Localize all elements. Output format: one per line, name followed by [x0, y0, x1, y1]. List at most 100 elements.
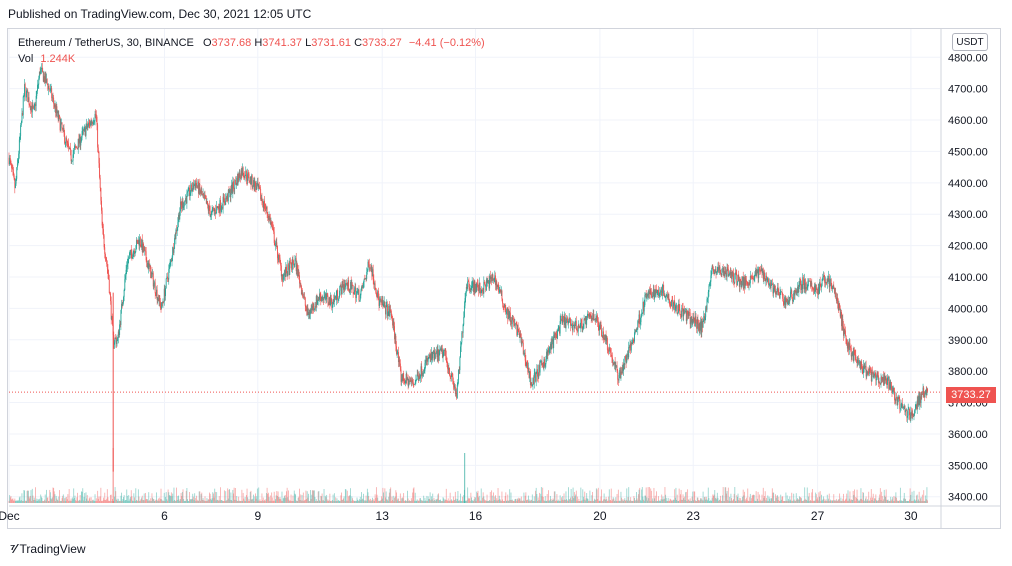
- candle-body: [874, 373, 876, 375]
- volume-bar: [510, 492, 512, 503]
- volume-bar: [702, 491, 704, 503]
- candle-body: [656, 289, 657, 293]
- volume-bar: [317, 500, 319, 503]
- volume-bar: [484, 499, 485, 503]
- volume-bar: [841, 500, 842, 503]
- volume-bar: [322, 500, 324, 503]
- volume-bar: [233, 493, 234, 503]
- candle-body: [923, 396, 925, 398]
- volume-bar: [49, 489, 51, 503]
- volume-bar: [925, 495, 927, 503]
- volume-bar: [399, 500, 401, 503]
- currency-badge[interactable]: USDT: [952, 33, 988, 51]
- candle-body: [404, 381, 406, 384]
- candle-body: [331, 301, 333, 308]
- candle-body: [32, 104, 34, 108]
- candle-body: [127, 258, 129, 265]
- volume-bar: [179, 499, 181, 503]
- footer-brand[interactable]: ⁷⁄ TradingView: [10, 541, 86, 556]
- volume-bar: [600, 496, 602, 503]
- volume-bar: [887, 500, 888, 503]
- candle-body: [326, 293, 328, 296]
- volume-bar: [608, 489, 610, 503]
- volume-bar: [237, 500, 239, 503]
- y-tick-label: 4400.00: [948, 178, 988, 190]
- volume-bar: [791, 492, 793, 503]
- candle-body: [491, 274, 493, 282]
- candle-body: [715, 269, 717, 274]
- candle-body: [582, 328, 584, 330]
- candle-body: [550, 343, 552, 350]
- volume-bar: [172, 493, 174, 503]
- candle-body: [213, 209, 215, 212]
- candle-body: [769, 282, 771, 284]
- volume-bar: [203, 500, 205, 503]
- candle-body: [475, 283, 477, 292]
- volume-bar: [222, 500, 223, 503]
- volume-bar: [473, 499, 475, 503]
- volume-bar: [821, 494, 822, 503]
- candle-body: [569, 318, 571, 320]
- volume-bar: [212, 492, 214, 503]
- candle-body: [47, 83, 49, 90]
- candle-body: [377, 290, 379, 299]
- volume-bar: [861, 500, 863, 503]
- candle-body: [504, 303, 506, 310]
- candle-body: [903, 407, 905, 408]
- volume-bar: [137, 489, 139, 503]
- candle-body: [586, 315, 588, 319]
- candle-body: [201, 190, 203, 195]
- volume-bar: [553, 499, 555, 503]
- volume-bar: [574, 496, 576, 503]
- candle-body: [777, 287, 779, 293]
- candle-body: [57, 111, 58, 114]
- candle-body: [292, 258, 294, 264]
- volume-bar: [811, 492, 813, 503]
- volume-bar: [786, 495, 788, 503]
- volume-bar: [790, 500, 792, 503]
- volume-bar: [649, 500, 651, 503]
- candle-body: [304, 297, 306, 306]
- candle-body: [906, 409, 908, 418]
- candle-body: [115, 338, 117, 339]
- volume-bar: [275, 499, 276, 503]
- volume-bar: [751, 495, 753, 503]
- volume-bar: [298, 488, 300, 503]
- volume-bar: [359, 496, 361, 503]
- candle-body: [549, 349, 551, 351]
- volume-bar: [350, 488, 352, 503]
- candle-body: [28, 97, 30, 105]
- candle-body: [681, 307, 683, 309]
- volume-bar: [33, 497, 35, 503]
- candle-body: [913, 413, 915, 417]
- volume-bar: [658, 496, 659, 503]
- volume-bar: [906, 500, 908, 503]
- volume-bar: [573, 492, 575, 503]
- volume-bar: [163, 492, 165, 503]
- volume-bar: [676, 499, 678, 503]
- volume-bar: [38, 498, 40, 503]
- volume-bar: [597, 487, 599, 503]
- volume-bar: [920, 498, 921, 503]
- candle-body: [29, 104, 31, 106]
- volume-bar: [588, 500, 590, 503]
- volume-bar: [630, 500, 632, 503]
- candle-body: [561, 319, 563, 323]
- candle-body: [506, 307, 508, 312]
- candle-body: [657, 289, 659, 291]
- volume-bar: [266, 487, 268, 503]
- volume-bar: [249, 491, 251, 503]
- candle-body: [575, 321, 577, 330]
- volume-bar: [92, 499, 94, 503]
- candle-body: [546, 351, 548, 360]
- candle-body: [130, 249, 132, 254]
- volume-bar: [95, 498, 97, 503]
- candle-body: [641, 312, 643, 314]
- volume-bar: [408, 500, 410, 503]
- volume-bar: [466, 500, 468, 503]
- candle-body: [921, 393, 923, 395]
- candle-body: [480, 291, 482, 294]
- candle-body: [881, 379, 883, 381]
- volume-bar: [669, 500, 670, 503]
